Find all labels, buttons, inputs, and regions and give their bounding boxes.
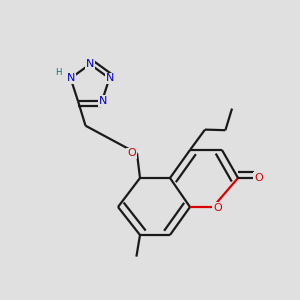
Text: H: H	[55, 68, 61, 77]
Text: O: O	[213, 203, 222, 213]
Text: N: N	[99, 96, 107, 106]
Text: N: N	[106, 73, 115, 83]
Text: O: O	[127, 148, 136, 158]
Text: O: O	[254, 173, 263, 183]
Text: N: N	[66, 73, 75, 83]
Text: N: N	[86, 59, 94, 69]
